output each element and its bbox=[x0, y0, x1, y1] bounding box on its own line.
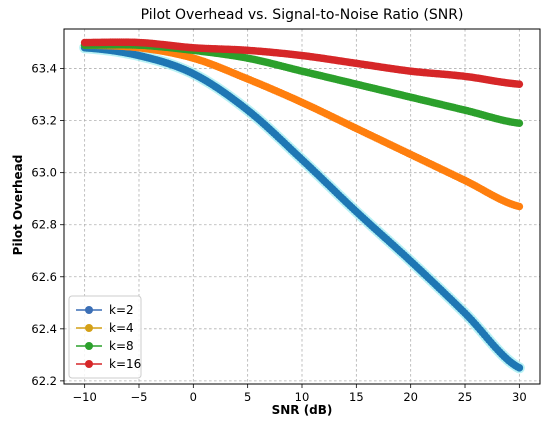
data-point bbox=[515, 119, 524, 128]
x-tick-label: 5 bbox=[244, 390, 251, 404]
data-point bbox=[515, 202, 524, 211]
x-tick-label: −5 bbox=[131, 390, 148, 404]
y-tick-label: 62.8 bbox=[31, 218, 57, 232]
x-tick-label: 25 bbox=[458, 390, 473, 404]
x-tick-label: 20 bbox=[403, 390, 418, 404]
y-tick-label: 63.2 bbox=[31, 114, 57, 128]
series-k=2 bbox=[79, 42, 525, 374]
chart-title: Pilot Overhead vs. Signal-to-Noise Ratio… bbox=[141, 7, 464, 23]
y-tick-label: 62.6 bbox=[31, 270, 57, 284]
y-tick-label: 62.4 bbox=[31, 322, 57, 336]
legend-label: k=2 bbox=[109, 303, 134, 317]
y-tick-label: 63.4 bbox=[31, 62, 57, 76]
legend-marker bbox=[85, 306, 93, 314]
x-tick-label: 0 bbox=[190, 390, 197, 404]
x-tick-label: −10 bbox=[73, 390, 97, 404]
legend-marker bbox=[85, 342, 93, 350]
x-tick-label: 30 bbox=[512, 390, 527, 404]
x-axis-label: SNR (dB) bbox=[272, 403, 333, 417]
y-tick-label: 63.0 bbox=[31, 166, 57, 180]
x-tick-label: 10 bbox=[295, 390, 310, 404]
data-point bbox=[515, 364, 524, 372]
legend-marker bbox=[85, 360, 93, 368]
plot-area bbox=[64, 29, 540, 384]
y-tick-label: 62.2 bbox=[31, 374, 57, 388]
x-tick-label: 15 bbox=[349, 390, 364, 404]
legend-marker bbox=[85, 324, 93, 332]
y-axis-label: Pilot Overhead bbox=[11, 155, 25, 256]
legend-box bbox=[68, 295, 142, 379]
legend-label: k=8 bbox=[109, 339, 134, 353]
legend-label: k=4 bbox=[109, 321, 134, 335]
legend-label: k=16 bbox=[109, 357, 141, 371]
series-k=16 bbox=[80, 38, 524, 88]
legend: k=2 k=4 k=8 k=16 bbox=[68, 295, 142, 379]
data-point bbox=[515, 80, 524, 88]
